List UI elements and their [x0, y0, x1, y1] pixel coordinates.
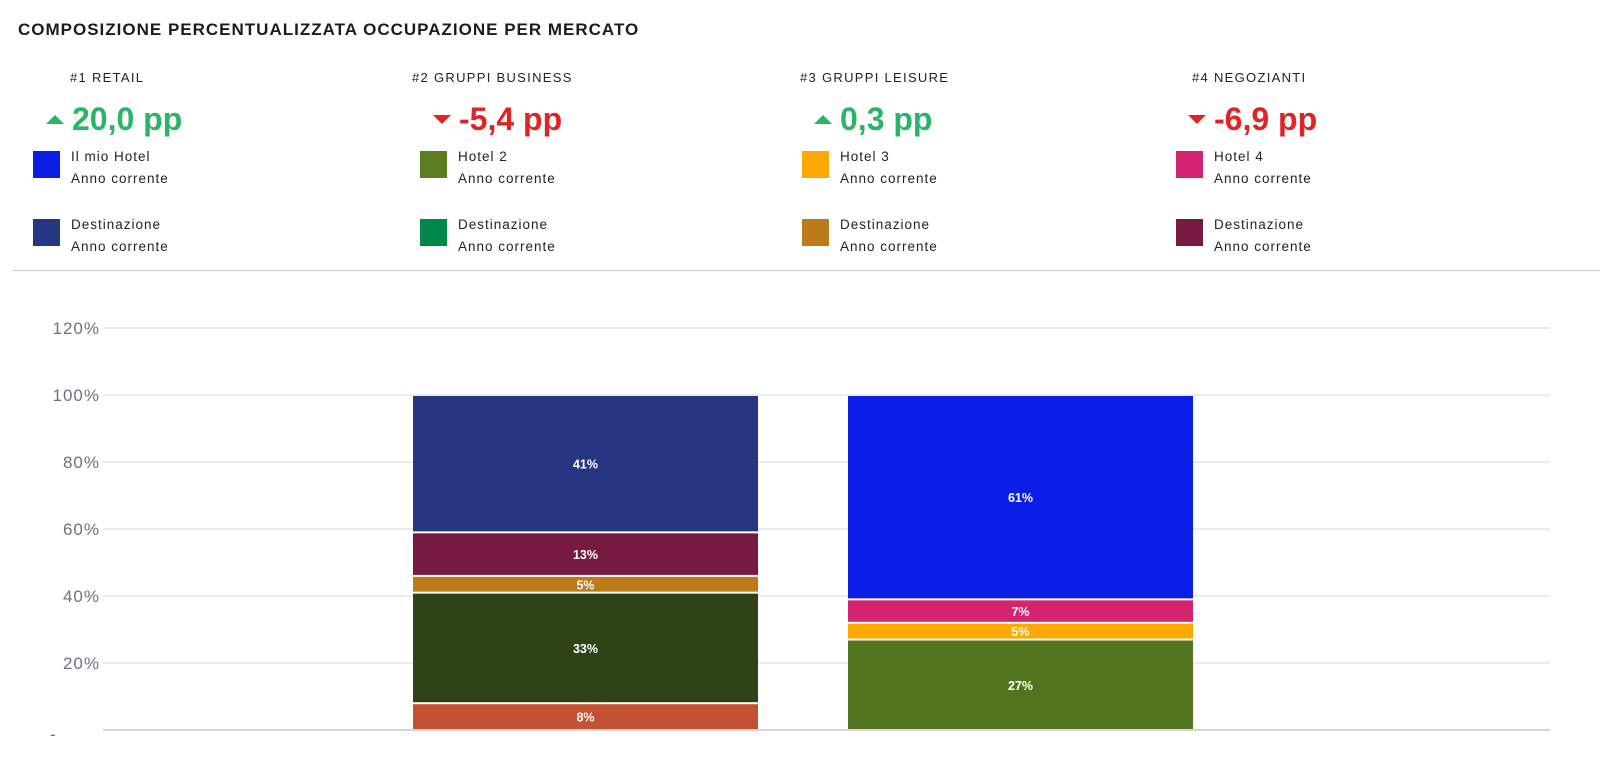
y-tick-label: 20% — [63, 654, 100, 673]
legend-sub: Anno corrente — [71, 171, 169, 186]
data-label: 5% — [1011, 625, 1029, 639]
legend-swatch — [33, 151, 60, 178]
y-tick-label: - — [50, 725, 57, 744]
legend-name: Destinazione — [1214, 217, 1305, 232]
legend-name: Hotel 4 — [1214, 149, 1264, 164]
bar-segment — [413, 704, 758, 729]
divider — [12, 270, 1600, 271]
kpi-value: 0,3 pp — [840, 101, 933, 137]
legend-swatch — [33, 219, 60, 246]
legend-item: Destinazione Anno corrente — [802, 214, 1114, 274]
kpi-gruppi-business: #2 GRUPPI BUSINESS -5,4 pp Hotel 2 Anno c… — [412, 70, 733, 274]
bar-segment — [413, 576, 758, 592]
data-label: 61% — [1008, 491, 1033, 505]
legend-sub: Anno corrente — [1214, 171, 1312, 186]
arrow-down-icon — [433, 115, 451, 124]
legend-item: Destinazione Anno corrente — [33, 214, 346, 274]
legend-item: Il mio Hotel Anno corrente — [33, 146, 346, 206]
data-label: 5% — [576, 578, 594, 592]
arrow-down-icon — [1188, 115, 1206, 124]
kpi-label: #1 RETAIL — [70, 70, 145, 85]
kpi-retail: #1 RETAIL 20,0 pp Il mio Hotel Anno corre… — [33, 70, 346, 274]
legend-item: Destinazione Anno corrente — [420, 214, 733, 274]
y-tick-label: 60% — [63, 520, 100, 539]
legend-item: Hotel 3 Anno corrente — [802, 146, 1114, 206]
legend-swatch — [802, 219, 829, 246]
legend-swatch — [802, 151, 829, 178]
legend-item: Hotel 4 Anno corrente — [1176, 146, 1488, 206]
kpi-label: #2 GRUPPI BUSINESS — [412, 70, 573, 85]
bar-segment — [848, 396, 1193, 599]
y-tick-label: 120% — [53, 319, 100, 338]
kpi-value: -5,4 pp — [459, 101, 563, 137]
data-label: 41% — [573, 458, 598, 472]
data-label: 13% — [573, 548, 598, 562]
y-tick-label: 100% — [53, 386, 100, 405]
legend-name: Destinazione — [840, 217, 931, 232]
data-label: 7% — [1011, 605, 1029, 619]
legend-name: Hotel 2 — [458, 149, 508, 164]
legend-name: Il mio Hotel — [71, 149, 151, 164]
legend-item: Hotel 2 Anno corrente — [420, 146, 733, 206]
bar-segment — [413, 593, 758, 703]
legend-swatch — [420, 219, 447, 246]
kpi-negozianti: #4 NEGOZIANTI -6,9 pp Hotel 4 Anno corren… — [1176, 70, 1488, 274]
data-label: 8% — [576, 711, 594, 725]
legend-item: Destinazione Anno corrente — [1176, 214, 1488, 274]
legend-swatch — [1176, 151, 1203, 178]
legend-sub: Anno corrente — [71, 239, 169, 254]
arrow-up-icon — [814, 115, 832, 124]
bar-segment — [848, 623, 1193, 639]
bar-segment — [413, 396, 758, 532]
chart-title: COMPOSIZIONE PERCENTUALIZZATA OCCUPAZION… — [18, 20, 640, 39]
bar-segment — [848, 640, 1193, 729]
legend-sub: Anno corrente — [458, 239, 556, 254]
legend-sub: Anno corrente — [840, 239, 938, 254]
legend-sub: Anno corrente — [840, 171, 938, 186]
kpi-label: #3 GRUPPI LEISURE — [800, 70, 950, 85]
data-label: 27% — [1008, 679, 1033, 693]
bar-segment — [413, 533, 758, 575]
y-tick-label: 80% — [63, 453, 100, 472]
kpi-value: 20,0 pp — [72, 101, 183, 137]
legend-name: Destinazione — [458, 217, 549, 232]
arrow-up-icon — [46, 115, 64, 124]
kpi-gruppi-leisure: #3 GRUPPI LEISURE 0,3 pp Hotel 3 Anno cor… — [800, 70, 1114, 274]
legend-name: Hotel 3 — [840, 149, 890, 164]
kpi-value: -6,9 pp — [1214, 101, 1318, 137]
bar-segment — [848, 600, 1193, 622]
legend-swatch — [1176, 219, 1203, 246]
legend-sub: Anno corrente — [1214, 239, 1312, 254]
legend-swatch — [420, 151, 447, 178]
kpi-label: #4 NEGOZIANTI — [1192, 70, 1307, 85]
legend-sub: Anno corrente — [458, 171, 556, 186]
y-tick-label: 40% — [63, 587, 100, 606]
legend-name: Destinazione — [71, 217, 162, 232]
data-label: 33% — [573, 642, 598, 656]
